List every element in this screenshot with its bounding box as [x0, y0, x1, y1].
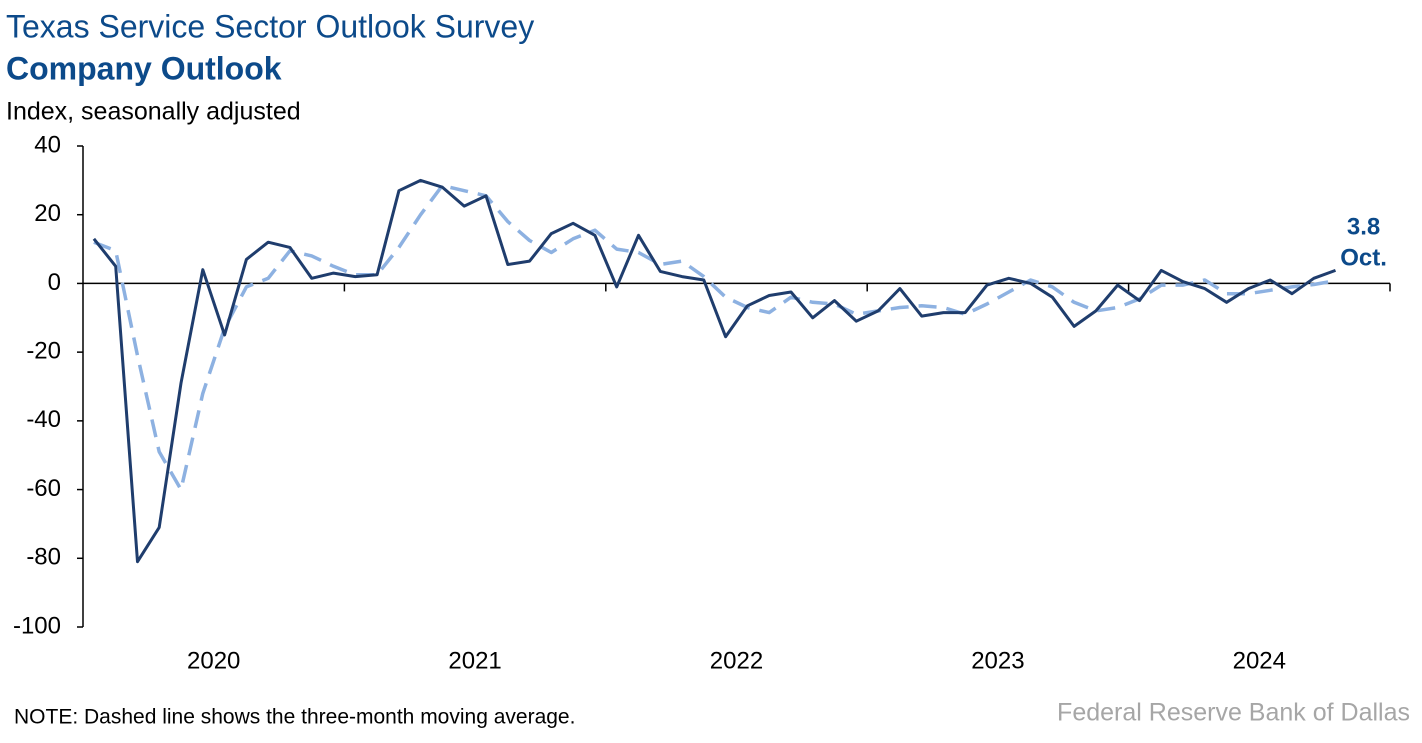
- x-tick-label: 2021: [448, 647, 501, 674]
- note: NOTE: Dashed line shows the three-month …: [14, 706, 575, 729]
- x-tick-label: 2020: [187, 647, 240, 674]
- annotation: Oct.: [1340, 244, 1387, 271]
- y-tick-label: -60: [26, 475, 61, 502]
- chart-title: Texas Service Sector Outlook Survey: [6, 8, 534, 44]
- x-tick-label: 2024: [1233, 647, 1286, 674]
- data-label: 3.8: [1347, 213, 1380, 240]
- y-axis-label: Index, seasonally adjusted: [6, 98, 301, 126]
- source: Federal Reserve Bank of Dallas: [1057, 699, 1410, 727]
- y-tick-label: -80: [26, 544, 61, 571]
- moving-average-line: [93, 183, 1336, 492]
- y-tick-label: 20: [34, 200, 61, 227]
- y-tick-label: 40: [34, 131, 61, 158]
- x-tick-label: 2023: [971, 647, 1024, 674]
- index-line: [92, 178, 1337, 564]
- y-tick-label: -20: [26, 337, 61, 364]
- chart-subtitle: Company Outlook: [6, 50, 282, 86]
- x-tick-label: 2022: [710, 647, 763, 674]
- y-tick-label: -100: [13, 612, 61, 639]
- y-tick-label: -40: [26, 406, 61, 433]
- y-tick-label: 0: [48, 269, 61, 296]
